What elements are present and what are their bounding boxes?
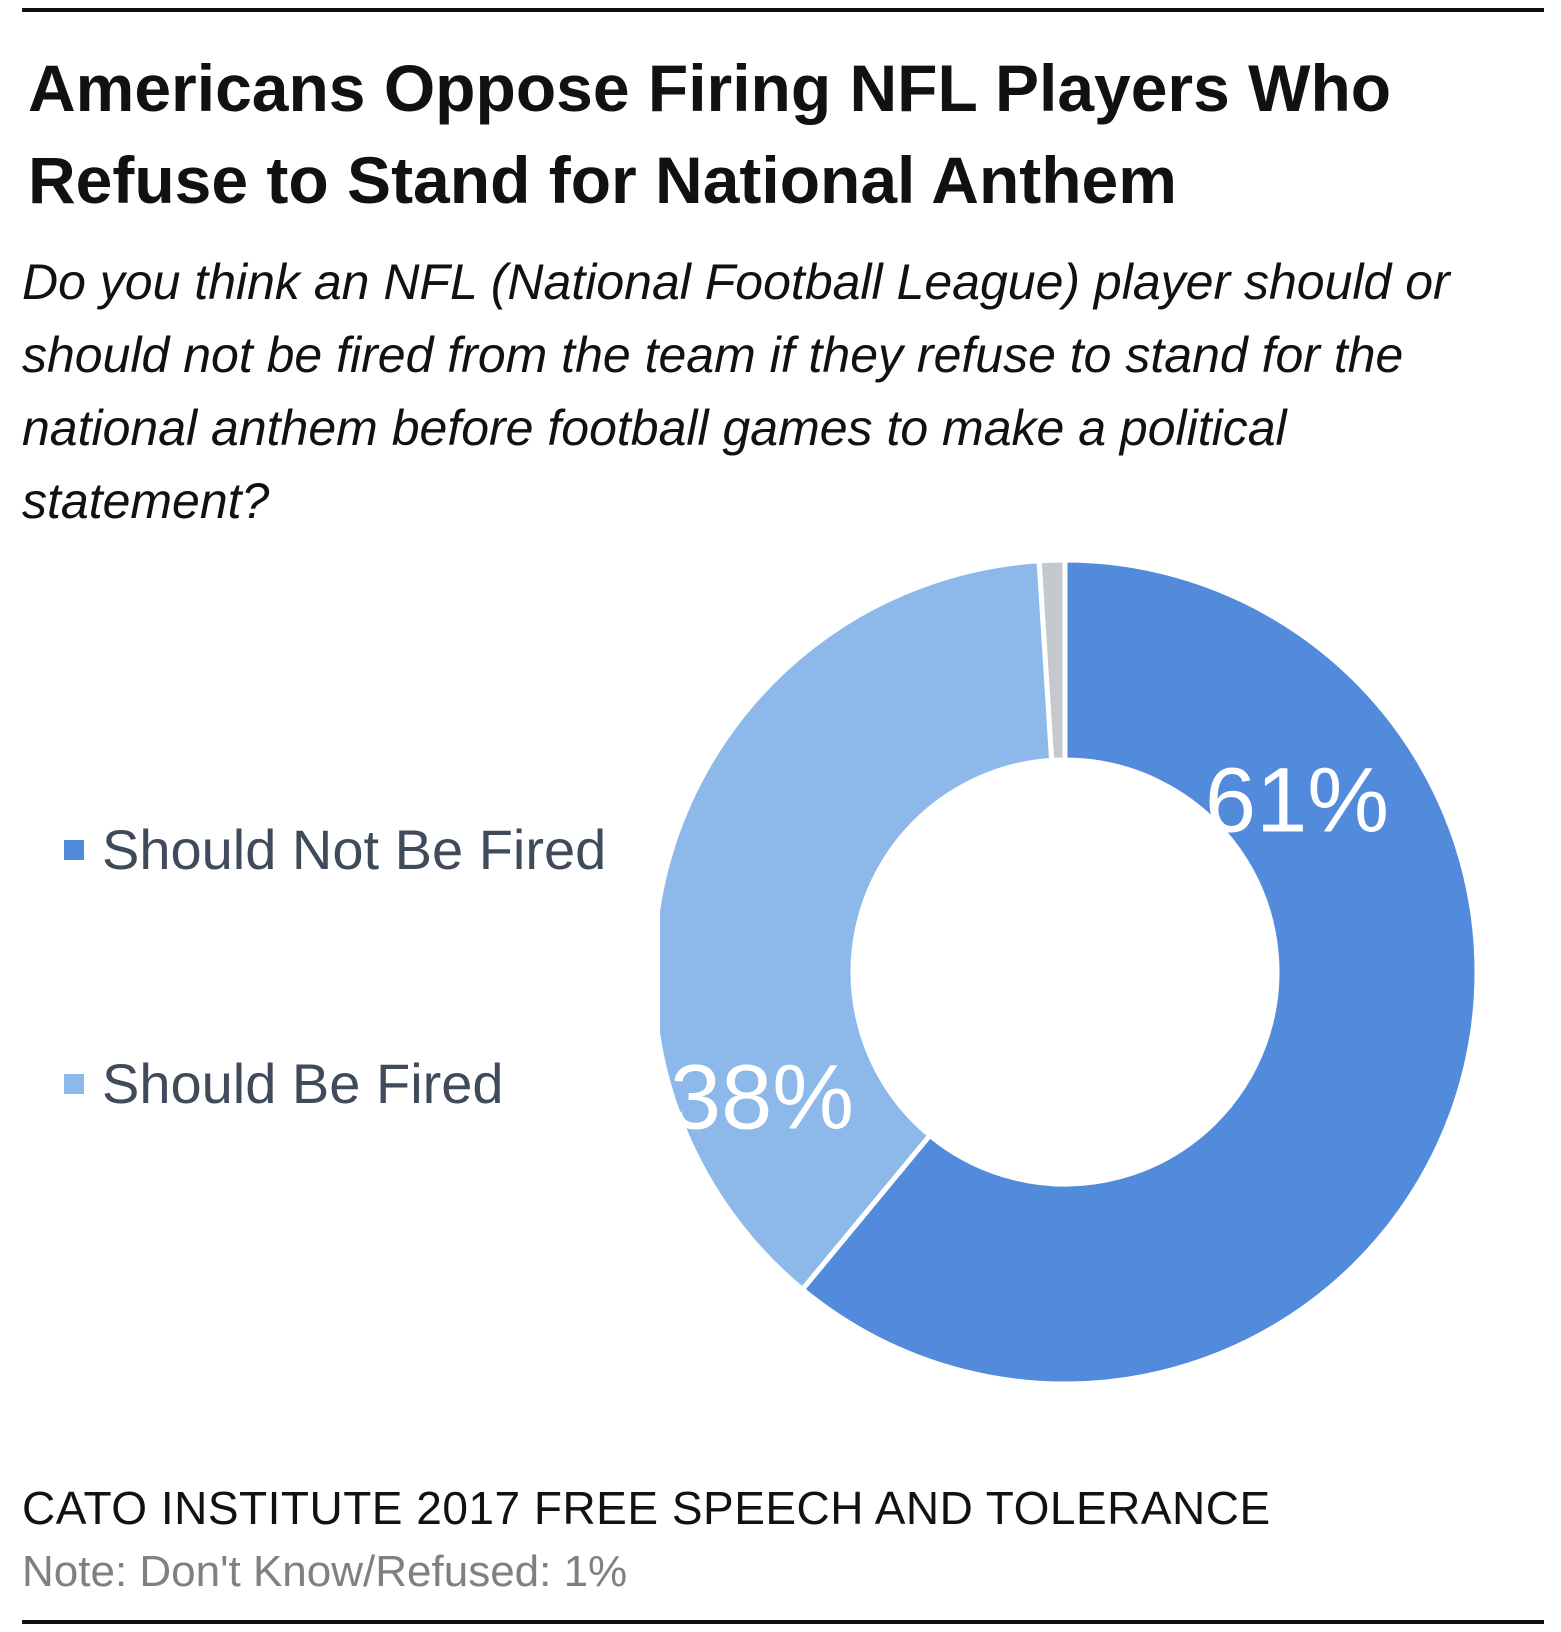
chart-note: Note: Don't Know/Refused: 1% xyxy=(22,1547,628,1596)
legend-label-should-not-be-fired: Should Not Be Fired xyxy=(102,818,607,881)
donut-slice-don-t-know-refused xyxy=(1036,560,1068,764)
data-label-should-be-fired: 38% xyxy=(670,1046,854,1148)
donut-chart: 61% 38% xyxy=(660,560,1480,1387)
top-rule xyxy=(22,8,1544,12)
source-credit: CATO INSTITUTE 2017 FREE SPEECH AND TOLE… xyxy=(22,1482,1271,1534)
data-label-should-not-be-fired: 61% xyxy=(1205,749,1389,851)
legend-swatch-should-be-fired xyxy=(64,1074,84,1094)
legend-swatch-should-not-be-fired xyxy=(64,840,84,860)
donut-slice-should-be-fired xyxy=(660,560,1055,1293)
chart-title: Americans Oppose Firing NFL Players Who … xyxy=(28,51,1392,217)
legend-label-should-be-fired: Should Be Fired xyxy=(102,1052,504,1115)
bottom-rule xyxy=(22,1620,1544,1624)
survey-question: Do you think an NFL (National Football L… xyxy=(22,254,1450,529)
donut-slice-should-not-be-fired xyxy=(798,560,1480,1387)
